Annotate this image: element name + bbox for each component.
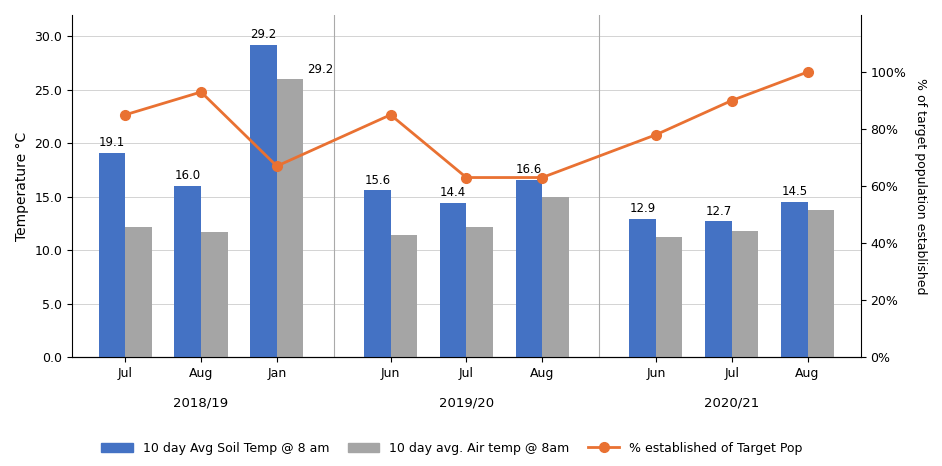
Bar (174, 186, 201, 357)
Text: 12.7: 12.7 (706, 205, 732, 218)
Y-axis label: Temperature °C: Temperature °C (15, 131, 29, 241)
% established of Target Pop (726, 98, 738, 103)
% established of Target Pop (271, 163, 283, 169)
Bar (251, 45, 277, 357)
Bar (515, 180, 543, 357)
Bar (706, 221, 732, 357)
% established of Target Pop (461, 175, 472, 180)
Line: % established of Target Pop: % established of Target Pop (121, 67, 812, 182)
Bar (125, 227, 152, 357)
Text: 2020/21: 2020/21 (704, 396, 759, 409)
Bar (732, 231, 758, 357)
% established of Target Pop (195, 89, 206, 95)
Bar (364, 191, 391, 357)
% established of Target Pop (650, 132, 661, 137)
Bar (440, 203, 466, 357)
Bar (807, 210, 834, 357)
Text: 15.6: 15.6 (365, 174, 390, 186)
Text: 2019/20: 2019/20 (439, 396, 494, 409)
% established of Target Pop (537, 175, 548, 180)
Text: 2018/19: 2018/19 (173, 396, 229, 409)
Bar (391, 235, 417, 357)
% established of Target Pop (120, 112, 131, 117)
Text: 14.5: 14.5 (781, 185, 807, 199)
% established of Target Pop (802, 69, 813, 75)
Bar (656, 237, 682, 357)
Bar (277, 79, 303, 357)
Bar (781, 202, 807, 357)
Bar (543, 197, 569, 357)
Text: 19.1: 19.1 (99, 136, 125, 149)
Text: 14.4: 14.4 (440, 186, 466, 199)
Bar (201, 232, 228, 357)
Bar (466, 227, 493, 357)
% established of Target Pop (385, 112, 397, 117)
Bar (629, 219, 656, 357)
Text: 16.0: 16.0 (174, 169, 201, 182)
Text: 16.6: 16.6 (516, 163, 542, 176)
Legend: 10 day Avg Soil Temp @ 8 am, 10 day avg. Air temp @ 8am, % established of Target: 10 day Avg Soil Temp @ 8 am, 10 day avg.… (96, 437, 808, 460)
Text: 29.2: 29.2 (307, 63, 333, 76)
Y-axis label: % of target population established: % of target population established (914, 78, 927, 295)
Text: 12.9: 12.9 (629, 203, 656, 215)
Text: 29.2: 29.2 (251, 28, 277, 41)
Bar (99, 153, 125, 357)
